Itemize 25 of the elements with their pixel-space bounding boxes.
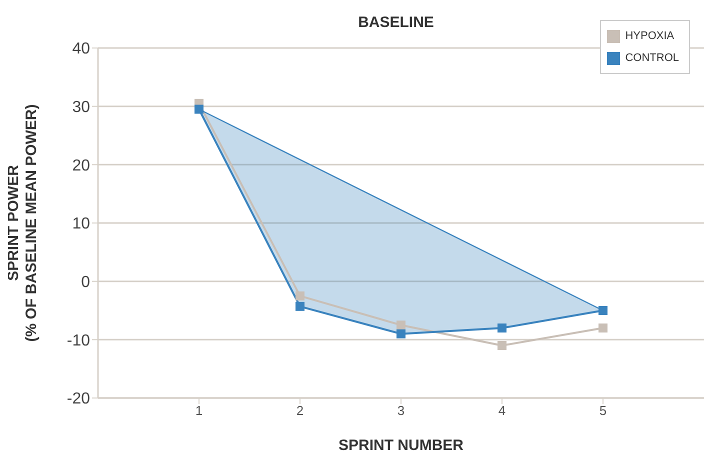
y-tick-label: 20 <box>72 157 90 174</box>
point <box>396 329 406 338</box>
point <box>598 306 608 315</box>
x-tick-label: 4 <box>498 403 506 418</box>
x-tick-label: 1 <box>195 403 203 418</box>
y-tick-label: 0 <box>81 274 90 292</box>
y-tick-label: -20 <box>66 390 90 408</box>
point <box>498 341 506 350</box>
y-tick-label: 40 <box>72 40 90 58</box>
x-tick-label: 2 <box>296 403 304 418</box>
y-tick-label: 10 <box>72 216 90 233</box>
point <box>194 104 204 114</box>
y-tick-label: -10 <box>66 332 90 350</box>
point <box>296 302 304 311</box>
point <box>296 291 304 300</box>
point <box>498 324 506 332</box>
chart-title: BASELINE <box>357 14 435 31</box>
legend-label: CONTROL <box>625 51 679 66</box>
x-tick-label: 5 <box>599 403 607 418</box>
point <box>598 324 608 332</box>
point <box>396 320 406 330</box>
legend-label: HYPOXIA <box>625 29 674 44</box>
x-tick-label: 3 <box>397 403 405 418</box>
x-axis-title: SPRINT NUMBER <box>338 437 464 454</box>
y-tick-label: 30 <box>72 99 90 116</box>
